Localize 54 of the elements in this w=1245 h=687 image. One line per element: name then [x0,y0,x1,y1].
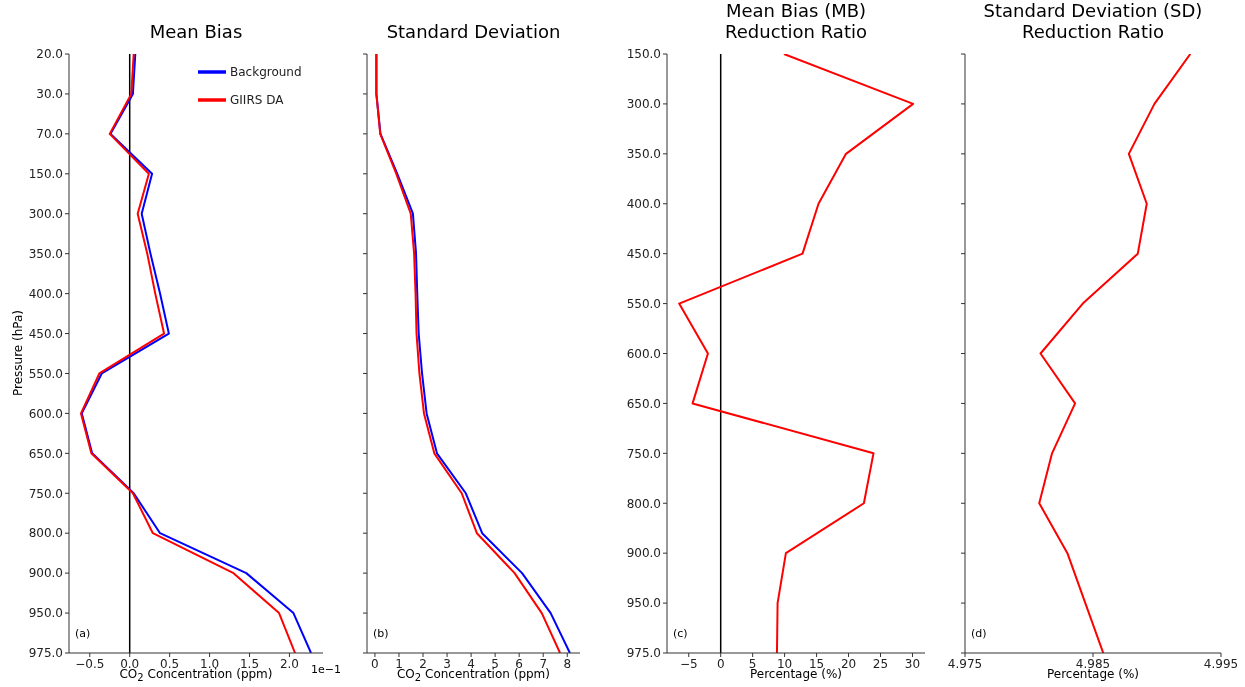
y-tick-label: 300.0 [28,206,63,221]
y-tick-label: 900.0 [28,566,63,581]
chart-title: Mean Bias [148,21,244,42]
y-tick-label: 650.0 [28,446,63,461]
y-axis-title: Pressure (hPa) [11,308,25,399]
annotation: (b) [373,627,389,640]
x-tick-label: −5 [679,656,698,671]
y-tick-label: 450.0 [28,326,63,341]
y-tick-label: 300.0 [626,97,661,112]
text: 1e−1 [311,663,341,676]
y-tick-label: 350.0 [626,147,661,162]
y-tick-label: 350.0 [28,246,63,261]
chart-title: Standard Deviation [385,21,562,42]
legend-label: Background [230,64,302,79]
y-tick-label: 550.0 [626,296,661,311]
annotation: (a) [75,627,91,640]
y-tick-label: 975.0 [626,646,661,661]
x-tick-label: 25 [872,656,889,671]
y-tick-label: 750.0 [626,446,661,461]
y-tick-label: 30.0 [36,87,63,102]
y-tick-label: 950.0 [28,606,63,621]
x-tick-label: −0.5 [75,656,105,671]
annotation: (c) [673,627,688,640]
x-tick-label: 0 [716,656,725,671]
y-tick-label: 150.0 [28,167,63,182]
y-tick-label: 600.0 [28,406,63,421]
x-axis-title: Percentage (%) [749,667,843,681]
y-tick-label: 400.0 [626,197,661,212]
y-tick-label: 600.0 [626,346,661,361]
y-tick-label: 975.0 [28,646,63,661]
x-tick-label: 2.0 [279,656,299,671]
y-tick-label: 650.0 [626,396,661,411]
y-tick-label: 20.0 [36,47,63,62]
chart-title: Standard Deviation (SD) Reduction Ratio [982,0,1204,42]
x-tick-label: 4.975 [947,656,983,671]
x-tick-label: 30 [904,656,921,671]
y-tick-label: 750.0 [28,486,63,501]
y-tick-label: 800.0 [626,496,661,511]
x-tick-label: 0 [371,656,379,671]
x-tick-label: 8 [563,656,572,671]
y-tick-label: 400.0 [28,286,63,301]
x-tick-label: 4.995 [1203,656,1239,671]
y-tick-label: 950.0 [626,596,661,611]
legend-label: GIIRS DA [230,92,284,107]
annotation: (d) [971,627,987,640]
y-tick-label: 900.0 [626,546,661,561]
y-tick-label: 550.0 [28,366,63,381]
y-tick-label: 70.0 [36,127,63,142]
x-tick-label: 20 [840,656,857,671]
chart-title: Mean Bias (MB) Reduction Ratio [724,0,868,42]
y-tick-label: 450.0 [626,246,661,261]
y-tick-label: 150.0 [626,47,661,62]
y-tick-label: 800.0 [28,526,63,541]
x-axis-title: Percentage (%) [1046,667,1140,681]
